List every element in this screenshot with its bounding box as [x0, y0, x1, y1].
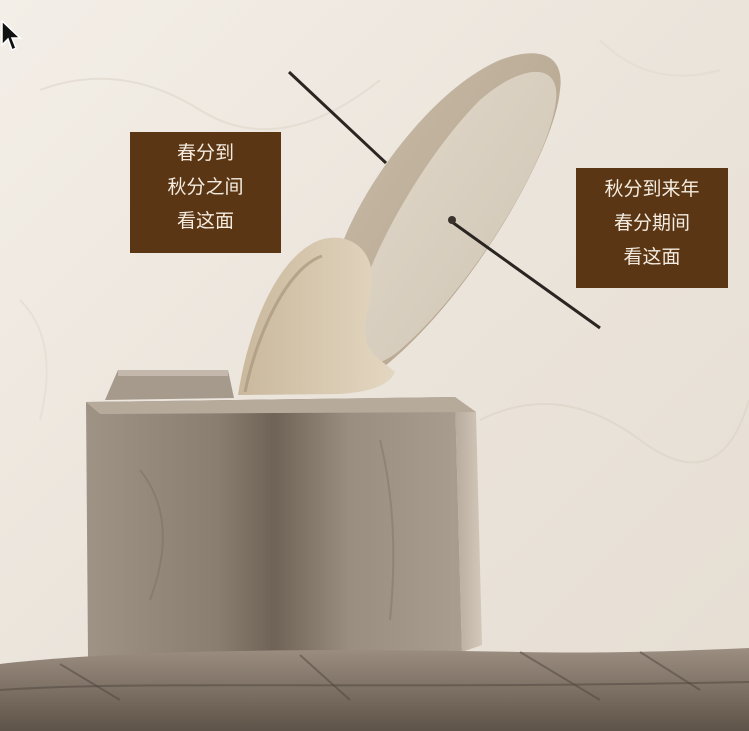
label-line: 看这面	[176, 210, 234, 232]
label-line: 秋分到来年	[604, 178, 700, 200]
mouse-pointer-icon	[1, 20, 22, 52]
label-line: 春分期间	[613, 212, 690, 234]
gnomon-rod-lower	[451, 220, 601, 330]
gnomon-rod-upper	[287, 70, 388, 165]
stone-pedestal-front	[86, 397, 462, 658]
stone-ledge	[0, 648, 749, 731]
stone-pedestal-side	[455, 397, 482, 652]
label-line: 春分到	[176, 142, 234, 164]
label-spring-to-autumn: 春分到 秋分之间 看这面	[130, 132, 281, 253]
label-autumn-to-spring: 秋分到来年 春分期间 看这面	[576, 168, 728, 288]
label-line: 秋分之间	[167, 176, 244, 198]
label-line: 看这面	[623, 246, 681, 268]
back-stone-block	[105, 370, 234, 400]
dial-support-arm	[238, 237, 395, 395]
